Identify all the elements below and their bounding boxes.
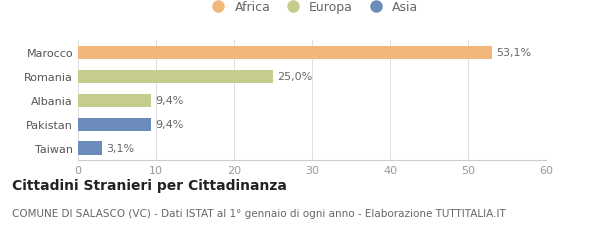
Text: Cittadini Stranieri per Cittadinanza: Cittadini Stranieri per Cittadinanza: [12, 178, 287, 192]
Bar: [78, 71, 273, 84]
Text: 53,1%: 53,1%: [496, 48, 531, 58]
Bar: [78, 94, 151, 107]
Bar: [78, 142, 102, 155]
Bar: [78, 47, 492, 60]
Text: COMUNE DI SALASCO (VC) - Dati ISTAT al 1° gennaio di ogni anno - Elaborazione TU: COMUNE DI SALASCO (VC) - Dati ISTAT al 1…: [12, 208, 506, 218]
Text: 25,0%: 25,0%: [277, 72, 312, 82]
Text: 9,4%: 9,4%: [155, 120, 184, 130]
Text: 3,1%: 3,1%: [106, 143, 134, 153]
Text: 9,4%: 9,4%: [155, 96, 184, 106]
Legend: Africa, Europa, Asia: Africa, Europa, Asia: [202, 0, 422, 18]
Bar: [78, 118, 151, 131]
